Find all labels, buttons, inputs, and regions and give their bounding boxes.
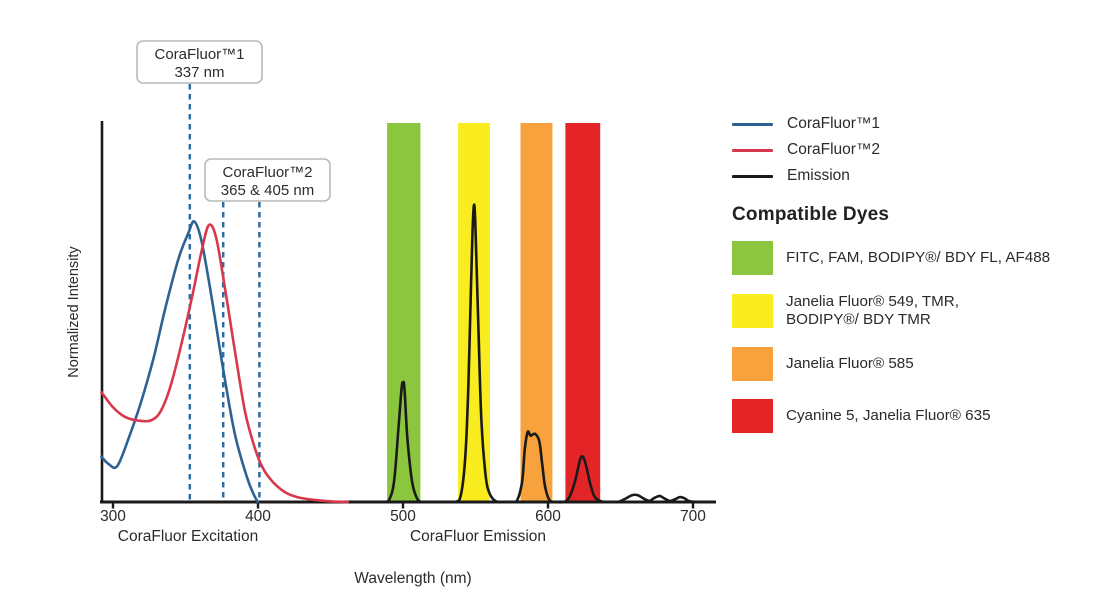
callout-corafluor2-box bbox=[204, 158, 331, 202]
yellow-dye-label: Janelia Fluor® 549, TMR, BODIPY®/ BDY TM… bbox=[786, 293, 959, 329]
green-dye-label: FITC, FAM, BODIPY®/ BDY FL, AF488 bbox=[786, 249, 1050, 267]
orange-dye-label: Janelia Fluor® 585 bbox=[786, 355, 914, 373]
tick-label-400: 400 bbox=[245, 508, 271, 525]
emission-series-label: Emission bbox=[787, 167, 850, 184]
callout-corafluor1: CoraFluor™1 337 nm bbox=[136, 40, 263, 84]
orange-dye-label-line1: Janelia Fluor® 585 bbox=[786, 355, 914, 372]
dye-item-orange: Janelia Fluor® 585 bbox=[732, 347, 1104, 381]
red-dye-swatch bbox=[732, 399, 773, 433]
callout-corafluor2: CoraFluor™2 365 & 405 nm bbox=[204, 158, 331, 202]
legend-series-emission: Emission bbox=[732, 164, 1104, 188]
red-dye-label-line1: Cyanine 5, Janelia Fluor® 635 bbox=[786, 407, 991, 424]
emission-line-swatch bbox=[732, 174, 773, 178]
corafluor1-line-swatch bbox=[732, 122, 773, 126]
yellow-dye-swatch bbox=[732, 294, 773, 328]
x-axis-tick-labels: 300 400 500 600 700 bbox=[100, 508, 706, 525]
red-dye-label: Cyanine 5, Janelia Fluor® 635 bbox=[786, 407, 991, 425]
corafluor2-series-label: CoraFluor™2 bbox=[787, 141, 881, 158]
y-axis-title: Normalized Intensity bbox=[66, 246, 82, 378]
callout-corafluor1-box bbox=[136, 40, 263, 84]
x-axis-tickmarks bbox=[111, 503, 695, 509]
corafluor1-series-label: CoraFluor™1 bbox=[787, 115, 881, 132]
orange-dye-swatch bbox=[732, 347, 773, 381]
dye-band-3 bbox=[565, 123, 601, 502]
legend-series-corafluor1: CoraFluor™1 bbox=[732, 112, 1104, 136]
legend-series-corafluor2: CoraFluor™2 bbox=[732, 138, 1104, 162]
emission-section-label: CoraFluor Emission bbox=[410, 528, 546, 545]
tick-label-700: 700 bbox=[680, 508, 706, 525]
curve-excitation-0 bbox=[100, 220, 260, 504]
green-dye-label-line1: FITC, FAM, BODIPY®/ BDY FL, AF488 bbox=[786, 249, 1051, 266]
curve-excitation-1 bbox=[100, 223, 350, 504]
tick-label-600: 600 bbox=[535, 508, 561, 525]
x-axis-title: Wavelength (nm) bbox=[354, 570, 471, 587]
corafluor2-line-swatch bbox=[732, 148, 773, 152]
dye-item-red: Cyanine 5, Janelia Fluor® 635 bbox=[732, 399, 1104, 433]
dye-band-0 bbox=[387, 123, 421, 502]
tick-label-500: 500 bbox=[390, 508, 416, 525]
green-dye-swatch bbox=[732, 241, 773, 275]
yellow-dye-label-line2: BODIPY®/ BDY TMR bbox=[786, 311, 931, 328]
tick-label-300: 300 bbox=[100, 508, 126, 525]
yellow-dye-label-line1: Janelia Fluor® 549, TMR, bbox=[786, 293, 959, 310]
callout-corafluor2-name: CoraFluor™2 bbox=[222, 164, 312, 181]
callout-corafluor1-wavelength: 337 nm bbox=[174, 64, 224, 81]
excitation-section-label: CoraFluor Excitation bbox=[118, 528, 258, 545]
dye-band-1 bbox=[458, 123, 490, 502]
legend-panel: CoraFluor™1 CoraFluor™2 Emission Compati… bbox=[732, 112, 1104, 451]
callout-corafluor2-wavelength: 365 & 405 nm bbox=[221, 182, 314, 199]
compatible-dyes-heading: Compatible Dyes bbox=[732, 204, 890, 225]
dye-item-green: FITC, FAM, BODIPY®/ BDY FL, AF488 bbox=[732, 241, 1104, 275]
dye-item-yellow: Janelia Fluor® 549, TMR, BODIPY®/ BDY TM… bbox=[732, 293, 1104, 329]
callout-corafluor1-name: CoraFluor™1 bbox=[154, 46, 244, 63]
dye-band-layer bbox=[387, 123, 601, 502]
curve-emission-2 bbox=[365, 203, 706, 504]
curves-layer bbox=[100, 203, 706, 504]
